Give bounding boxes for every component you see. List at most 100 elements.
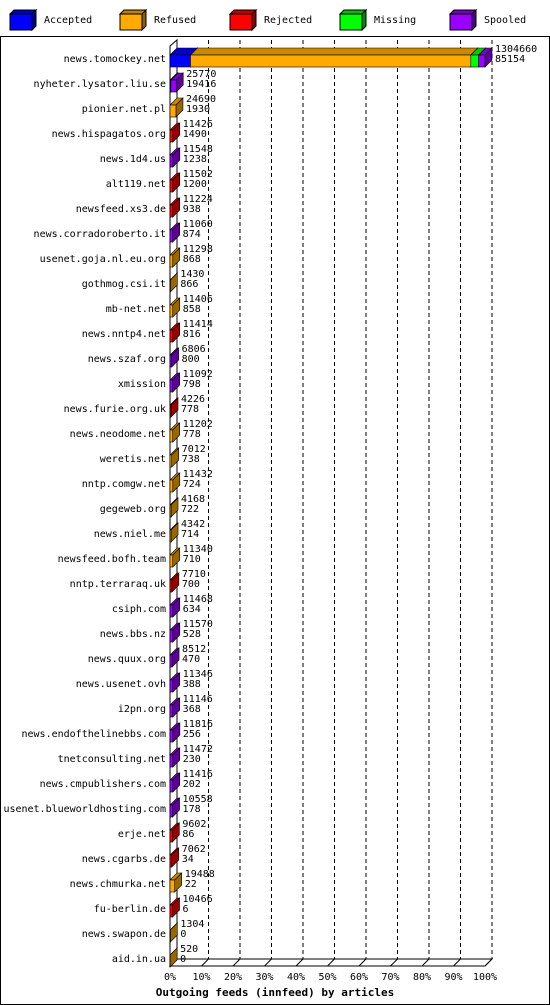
bar-segment [169,704,173,718]
legend-swatch [449,13,473,31]
category-label: i2pn.org [118,704,166,715]
accepted-label: 868 [183,254,201,265]
x-tick-label: 50% [318,972,336,983]
x-tick [327,958,335,967]
offered-label: 4342 [181,519,205,530]
category-label: newsfeed.xs3.de [76,204,166,215]
offered-label: 11472 [183,744,213,755]
bar-segment [169,354,172,368]
x-tick-label: 100% [473,972,497,983]
legend-swatch [9,13,33,31]
bar-segment [169,529,172,543]
category-label: news.chmurka.net [70,879,166,890]
bar-segment [169,204,174,218]
bar-segment [169,54,191,68]
legend-label: Accepted [44,15,92,26]
x-tick [390,958,398,967]
category-label: erje.net [118,829,166,840]
x-tick [453,958,461,967]
category-label: news.quux.org [88,654,166,665]
x-axis-title: Outgoing feeds (innfeed) by articles [156,986,394,999]
offered-label: 7062 [182,844,206,855]
accepted-label: 1490 [183,129,207,140]
offered-label: 9602 [182,819,206,830]
bar-segment [169,729,174,743]
accepted-label: 22 [185,879,197,890]
accepted-label: 19416 [186,79,216,90]
bar-segment [478,54,486,68]
bar-segment [169,579,173,593]
bar-segment [169,329,174,343]
bar-segment [169,604,174,618]
legend-swatch [339,13,363,31]
offered-label: 11298 [183,244,213,255]
bar-segment [169,454,173,468]
accepted-label: 714 [181,529,199,540]
offered-label: 11570 [183,619,213,630]
offered-label: 6806 [182,344,206,355]
accepted-label: 0 [180,954,186,965]
category-label: news.nntp4.net [82,329,166,340]
accepted-label: 86 [182,829,194,840]
accepted-label: 230 [183,754,201,765]
accepted-label: 85154 [495,54,525,65]
bar-segment [190,54,472,68]
offered-label: 11432 [183,469,213,480]
legend-swatch-side [31,8,37,32]
x-tick-label: 30% [255,972,273,983]
category-label: news.endofthelinebbs.com [22,729,167,740]
x-tick-label: 0% [164,972,176,983]
accepted-label: 634 [183,604,201,615]
bar-segment [169,654,173,668]
accepted-label: 858 [183,304,201,315]
bar-segment [470,54,480,68]
offered-label: 1304 [180,919,204,930]
legend-swatch-side [471,8,477,32]
offered-label: 4168 [181,494,205,505]
bar-segment [169,104,177,118]
legend-label: Refused [154,15,196,26]
x-tick [232,958,241,967]
category-label: usenet.goja.nl.eu.org [40,254,166,265]
offered-label: 24690 [186,94,216,105]
category-label: news.corradoroberto.it [34,229,166,240]
offered-label: 7710 [182,569,206,580]
x-tick [201,958,209,967]
x-tick [295,958,304,967]
bar-segment [169,229,173,243]
offered-label: 11414 [183,319,213,330]
category-label: usenet.blueworldhosting.com [3,804,166,815]
accepted-label: 722 [181,504,199,515]
category-label: nyheter.lysator.liu.se [34,79,166,90]
category-label: news.hispagatos.org [52,129,166,140]
accepted-label: 528 [183,629,201,640]
accepted-label: 738 [182,454,200,465]
legend-label: Rejected [264,15,312,26]
accepted-label: 368 [183,704,201,715]
category-label: news.tomockey.net [64,54,166,65]
legend-swatch-side [361,8,367,32]
category-label: xmission [118,379,166,390]
accepted-label: 6 [183,904,189,915]
accepted-label: 938 [183,204,201,215]
accepted-label: 256 [183,729,201,740]
x-tick-label: 40% [287,972,305,983]
accepted-label: 1930 [186,104,210,115]
x-tick [264,958,272,967]
accepted-label: 778 [183,429,201,440]
offered-label: 11202 [183,419,213,430]
category-label: news.neodome.net [70,429,166,440]
accepted-label: 798 [183,379,201,390]
accepted-label: 874 [183,229,201,240]
bar-segment [169,129,174,143]
accepted-label: 778 [181,404,199,415]
category-label: news.furie.org.uk [64,404,166,415]
offered-label: 1304660 [495,44,537,55]
category-label: news.cgarbs.de [82,854,166,865]
bar-segment [169,854,173,868]
offered-label: 11548 [183,144,213,155]
bar-segment [170,79,177,93]
offered-label: 1430 [180,269,204,280]
